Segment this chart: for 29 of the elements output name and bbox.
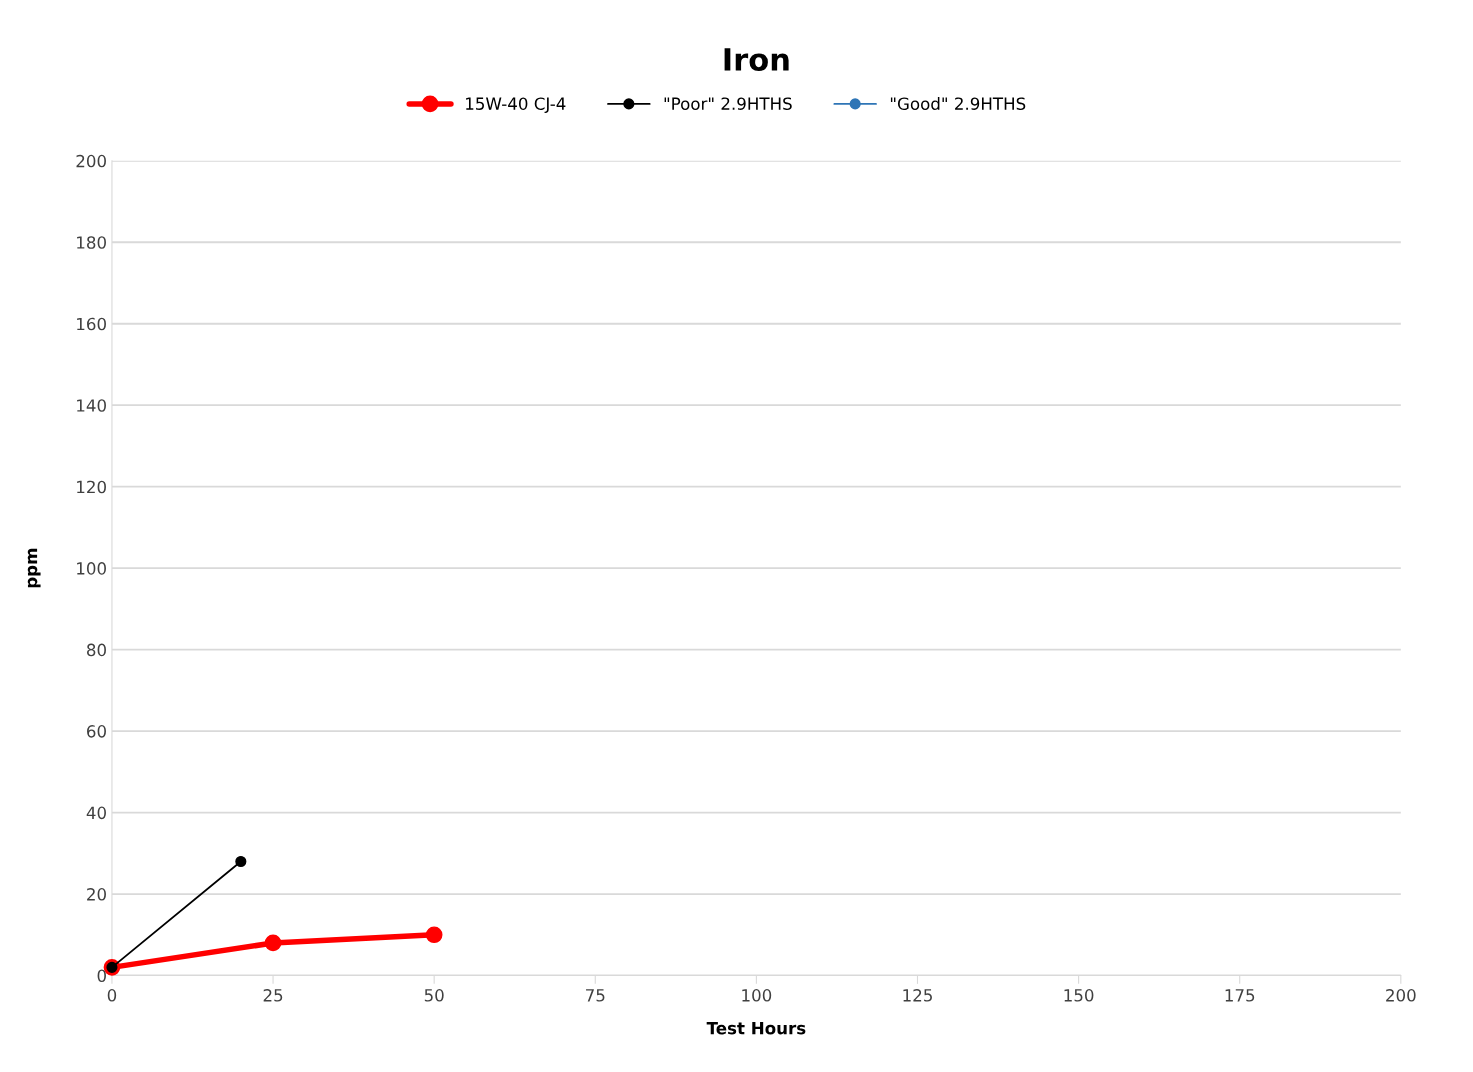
y-tick-label: 180 (77, 236, 106, 249)
y-tick-label: 80 (87, 643, 106, 657)
y-tick-label: 200 (76, 154, 106, 168)
x-tick-label: 0 (107, 989, 117, 1002)
legend-label: 15W-40 CJ-4 (466, 97, 566, 114)
point (425, 926, 443, 944)
x-tick-label: 100 (742, 989, 772, 1002)
x-tick-label: 150 (1064, 989, 1094, 1002)
x-tick-label: 200 (1386, 989, 1416, 1002)
y-tick-label: 120 (77, 480, 106, 494)
y-tick-label: 100 (77, 562, 106, 575)
legend-label: "Good" 2.9HTHS (890, 97, 1026, 110)
legend-label: "Poor" 2.9HTHS (664, 97, 792, 110)
x-tick-label: 125 (903, 989, 932, 1002)
y-tick-label: 60 (87, 725, 106, 738)
x-axis-title: Test Hours (706, 1022, 806, 1035)
y-tick-label: 20 (87, 888, 106, 901)
x-tick-label: 175 (1225, 989, 1255, 1002)
point (264, 934, 282, 952)
y-tick-label: 0 (97, 969, 106, 983)
x-tick-label: 50 (424, 989, 444, 1002)
y-tick-label: 160 (77, 317, 106, 331)
y-tick-label: 140 (77, 399, 106, 412)
chart-title: Iron (724, 48, 789, 71)
point (235, 855, 247, 868)
x-tick-label: 25 (263, 989, 283, 1002)
y-tick-label: 40 (86, 806, 106, 820)
y-axis-title: ppm (27, 548, 41, 588)
x-tick-label: 75 (586, 989, 605, 1002)
